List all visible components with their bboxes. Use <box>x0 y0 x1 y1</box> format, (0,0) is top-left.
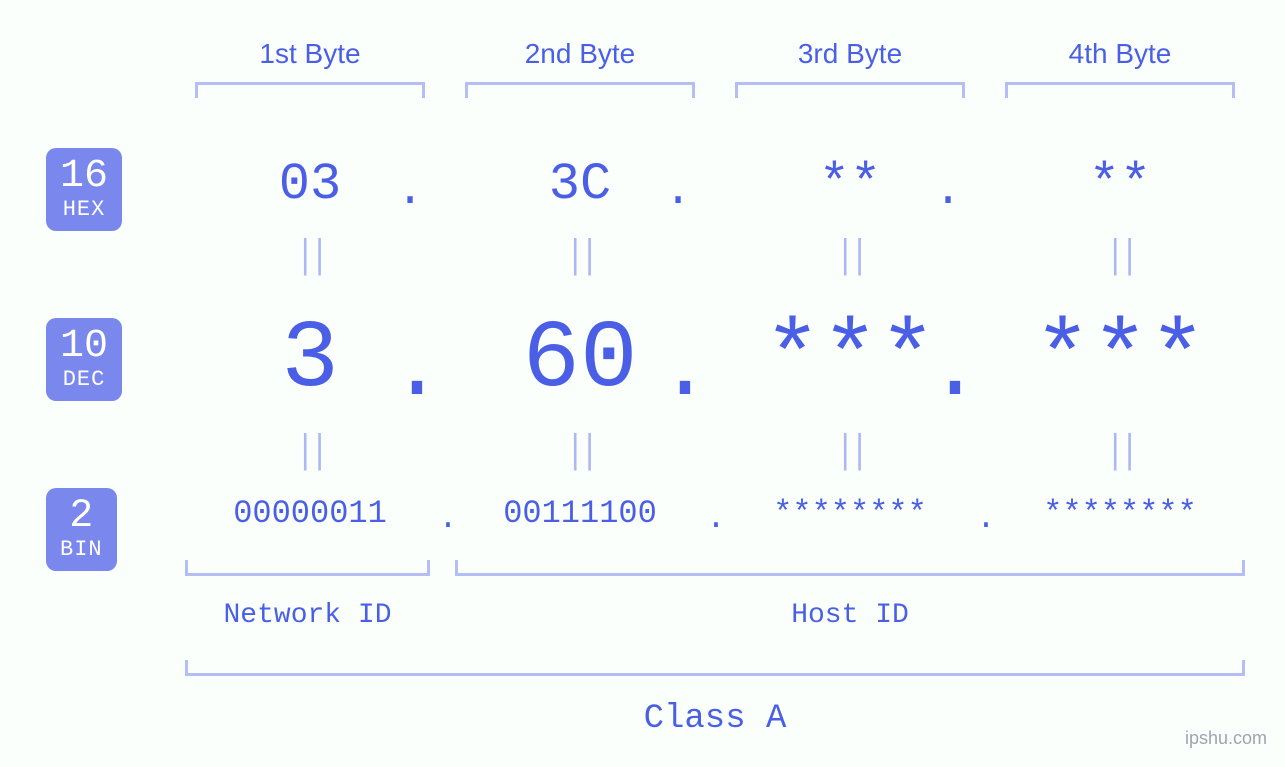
byte-header-2: 2nd Byte <box>450 38 710 70</box>
eq-dec-bin-1: || <box>206 430 414 475</box>
byte-header-1: 1st Byte <box>180 38 440 70</box>
class-label: Class A <box>185 700 1245 738</box>
top-bracket-1 <box>195 82 425 98</box>
badge-bin: 2 BIN <box>46 488 117 571</box>
badge-hex: 16 HEX <box>46 148 122 231</box>
eq-dec-bin-2: || <box>476 430 684 475</box>
badge-hex-txt: HEX <box>60 198 108 221</box>
badge-bin-txt: BIN <box>60 538 103 561</box>
watermark: ipshu.com <box>1185 728 1267 749</box>
byte-header-3: 3rd Byte <box>720 38 980 70</box>
top-bracket-3 <box>735 82 965 98</box>
hex-byte-4: ** <box>990 155 1250 214</box>
eq-hex-dec-4: || <box>1016 235 1224 280</box>
hex-dot-1: . <box>395 165 425 217</box>
bin-byte-2: 00111100 <box>450 495 710 532</box>
network-bracket <box>185 560 430 576</box>
byte-header-4: 4th Byte <box>990 38 1250 70</box>
bin-byte-3: ******** <box>720 495 980 532</box>
class-bracket <box>185 660 1245 676</box>
dec-dot-2: . <box>658 320 698 422</box>
badge-dec: 10 DEC <box>46 318 122 401</box>
eq-hex-dec-2: || <box>476 235 684 280</box>
badge-hex-num: 16 <box>60 156 108 198</box>
eq-dec-bin-3: || <box>746 430 954 475</box>
host-id-label: Host ID <box>455 600 1245 631</box>
network-id-label: Network ID <box>185 600 430 631</box>
badge-dec-num: 10 <box>60 326 108 368</box>
top-bracket-2 <box>465 82 695 98</box>
host-bracket <box>455 560 1245 576</box>
eq-dec-bin-4: || <box>1016 430 1224 475</box>
dec-dot-1: . <box>390 320 430 422</box>
badge-dec-txt: DEC <box>60 368 108 391</box>
eq-hex-dec-3: || <box>746 235 954 280</box>
dec-byte-4: *** <box>990 305 1250 414</box>
ip-diagram: 1st Byte 2nd Byte 3rd Byte 4th Byte 16 H… <box>0 0 1285 767</box>
hex-dot-2: . <box>663 165 693 217</box>
bin-byte-4: ******** <box>990 495 1250 532</box>
eq-hex-dec-1: || <box>206 235 414 280</box>
hex-dot-3: . <box>933 165 963 217</box>
badge-bin-num: 2 <box>60 496 103 538</box>
top-bracket-4 <box>1005 82 1235 98</box>
dec-dot-3: . <box>928 320 968 422</box>
bin-byte-1: 00000011 <box>180 495 440 532</box>
